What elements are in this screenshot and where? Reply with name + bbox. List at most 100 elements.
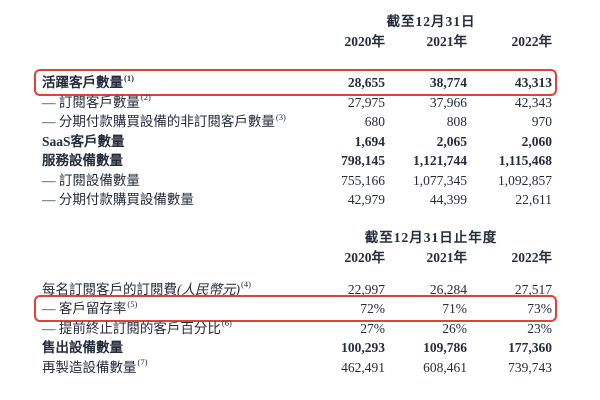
value-2022: 177,360	[508, 340, 552, 355]
table-row: — 訂閱設備數量 755,166 1,077,345 1,092,857	[42, 171, 552, 191]
value-2020: 100,293	[341, 340, 385, 355]
value-2020: 1,694	[354, 133, 385, 149]
year-column-2022: 2022年	[511, 249, 553, 265]
table-row: 每名訂閱客戶的訂閱費(人民幣元)(4) 22,997 26,284 27,517	[42, 280, 552, 300]
year-column-2021: 2021年	[426, 249, 468, 265]
table-row: — 訂閱客戶數量(2) 27,975 37,966 42,343	[42, 93, 552, 113]
row-label: 售出設備數量	[42, 338, 310, 358]
subscription-metrics-rows: 每名訂閱客戶的訂閱費(人民幣元)(4) 22,997 26,284 27,517…	[34, 280, 557, 378]
row-footnote-marker: (3)	[275, 111, 286, 122]
year-column-2021: 2021年	[426, 34, 468, 49]
value-2022: 23%	[527, 320, 552, 336]
row-label-text: SaaS客戶數量	[42, 133, 125, 149]
value-2021: 26,284	[429, 281, 467, 297]
year-header-row: 2020年 2021年 2022年	[42, 32, 553, 52]
table-row: SaaS客戶數量 1,694 2,065 2,060	[42, 132, 552, 152]
row-label-text: 再製造設備數量	[42, 359, 137, 375]
value-2021: 109,786	[423, 340, 467, 355]
value-2021: 38,774	[429, 75, 467, 90]
period-header-row: 截至12月31日	[42, 14, 552, 30]
header-spacer	[42, 14, 310, 30]
value-2022: 22,611	[515, 192, 552, 207]
row-label: 每名訂閱客戶的訂閱費(人民幣元)(4)	[42, 280, 310, 300]
value-2020: 798,145	[341, 153, 385, 168]
year-header-row-2: 2020年 2021年 2022年	[42, 248, 553, 268]
row-label-text: — 訂閱設備數量	[42, 172, 140, 188]
value-2021: 26%	[442, 320, 467, 336]
row-label: — 分期付款購買設備的非訂閱客戶數量(3)	[42, 112, 310, 132]
table-row: — 客戶留存率(5) 72% 71% 73%	[34, 294, 557, 322]
row-label-text: — 分期付款購買設備數量	[42, 192, 194, 207]
value-2021: 608,461	[423, 359, 467, 375]
value-2021: 808	[446, 114, 467, 129]
value-2022: 970	[531, 114, 552, 129]
year-column-2020: 2020年	[344, 34, 386, 49]
year-header-spacer-2	[42, 248, 310, 268]
value-2021: 1,077,345	[413, 172, 467, 188]
value-2020: 27%	[360, 320, 385, 336]
value-2022: 73%	[527, 301, 552, 316]
row-label-text: — 提前終止訂閱的客戶百分比	[42, 320, 221, 336]
value-2022: 1,115,468	[498, 153, 552, 168]
value-2020: 680	[364, 114, 385, 129]
value-2021: 71%	[442, 301, 467, 316]
row-footnote-marker: (6)	[221, 318, 232, 328]
year-column-2022: 2022年	[511, 34, 553, 49]
table-row: — 分期付款購買設備的非訂閱客戶數量(3) 680 808 970	[42, 112, 552, 132]
value-2021: 44,399	[429, 192, 467, 207]
value-2020: 72%	[360, 301, 385, 316]
value-2022: 2,060	[521, 133, 552, 149]
period-header-row-2: 截至12月31日止年度	[42, 230, 552, 246]
value-2020: 27,975	[347, 94, 385, 110]
value-2022: 42,343	[514, 94, 552, 110]
row-label-text: 售出設備數量	[42, 340, 123, 355]
row-label-text: — 訂閱客戶數量	[42, 94, 140, 110]
value-2021: 1,121,744	[413, 153, 467, 168]
row-label-italic: (人民幣元)	[177, 281, 240, 297]
row-label: 服務設備數量	[42, 151, 310, 171]
table-row: — 提前終止訂閱的客戶百分比(6) 27% 26% 23%	[42, 319, 552, 339]
value-2020: 42,979	[347, 192, 385, 207]
table-row: 售出設備數量 100,293 109,786 177,360	[42, 338, 552, 358]
value-2021: 37,966	[429, 94, 467, 110]
period-header-2: 截至12月31日止年度	[364, 229, 498, 245]
table-row: 活躍客戶數量(1) 28,655 38,774 43,313	[34, 68, 557, 96]
subscription-metrics-table: 截至12月31日止年度 2020年 2021年 2022年 每名訂閱客戶的訂閱費…	[34, 230, 557, 378]
header-spacer-2	[42, 230, 310, 246]
value-2021: 2,065	[436, 133, 467, 149]
table-row: — 分期付款購買設備數量 42,979 44,399 22,611	[42, 190, 552, 210]
value-2022: 739,743	[508, 359, 552, 375]
row-label-text: — 分期付款購買設備的非訂閱客戶數量	[42, 114, 275, 129]
value-2020: 755,166	[341, 172, 385, 188]
table-row: 再製造設備數量(7) 462,491 608,461 739,743	[42, 358, 552, 378]
row-footnote-marker: (4)	[241, 279, 251, 289]
row-label: — 分期付款購買設備數量	[42, 190, 310, 210]
value-2022: 43,313	[514, 75, 552, 90]
value-2022: 1,092,857	[498, 172, 552, 188]
row-footnote-marker: (5)	[127, 298, 138, 309]
customer-metrics-table: 截至12月31日 2020年 2021年 2022年 活躍客戶數量(1) 28,…	[34, 14, 557, 210]
row-label: 活躍客戶數量(1)	[42, 73, 310, 93]
row-label: — 提前終止訂閱的客戶百分比(6)	[42, 319, 310, 339]
value-2022: 27,517	[514, 281, 552, 297]
row-label-text: 活躍客戶數量	[42, 75, 123, 90]
row-label: — 訂閱客戶數量(2)	[42, 93, 310, 113]
row-label: — 客戶留存率(5)	[42, 299, 310, 319]
year-column-2020: 2020年	[344, 249, 386, 265]
row-footnote-marker: (1)	[124, 72, 134, 83]
customer-metrics-rows: 活躍客戶數量(1) 28,655 38,774 43,313 — 訂閱客戶數量(…	[34, 68, 557, 210]
value-2020: 462,491	[341, 359, 385, 375]
row-label-text: — 客戶留存率	[42, 301, 127, 316]
period-header: 截至12月31日	[386, 14, 476, 29]
year-header-spacer	[42, 32, 310, 52]
row-footnote-marker: (7)	[137, 357, 148, 367]
table-row: 服務設備數量 798,145 1,121,744 1,115,468	[42, 151, 552, 171]
row-label-text: 服務設備數量	[42, 153, 123, 168]
value-2020: 28,655	[347, 75, 385, 90]
row-label-text: 每名訂閱客戶的訂閱費	[42, 281, 177, 297]
row-label: 再製造設備數量(7)	[42, 358, 310, 378]
row-label: — 訂閱設備數量	[42, 171, 310, 191]
row-footnote-marker: (2)	[140, 92, 151, 102]
row-label: SaaS客戶數量	[42, 132, 310, 152]
